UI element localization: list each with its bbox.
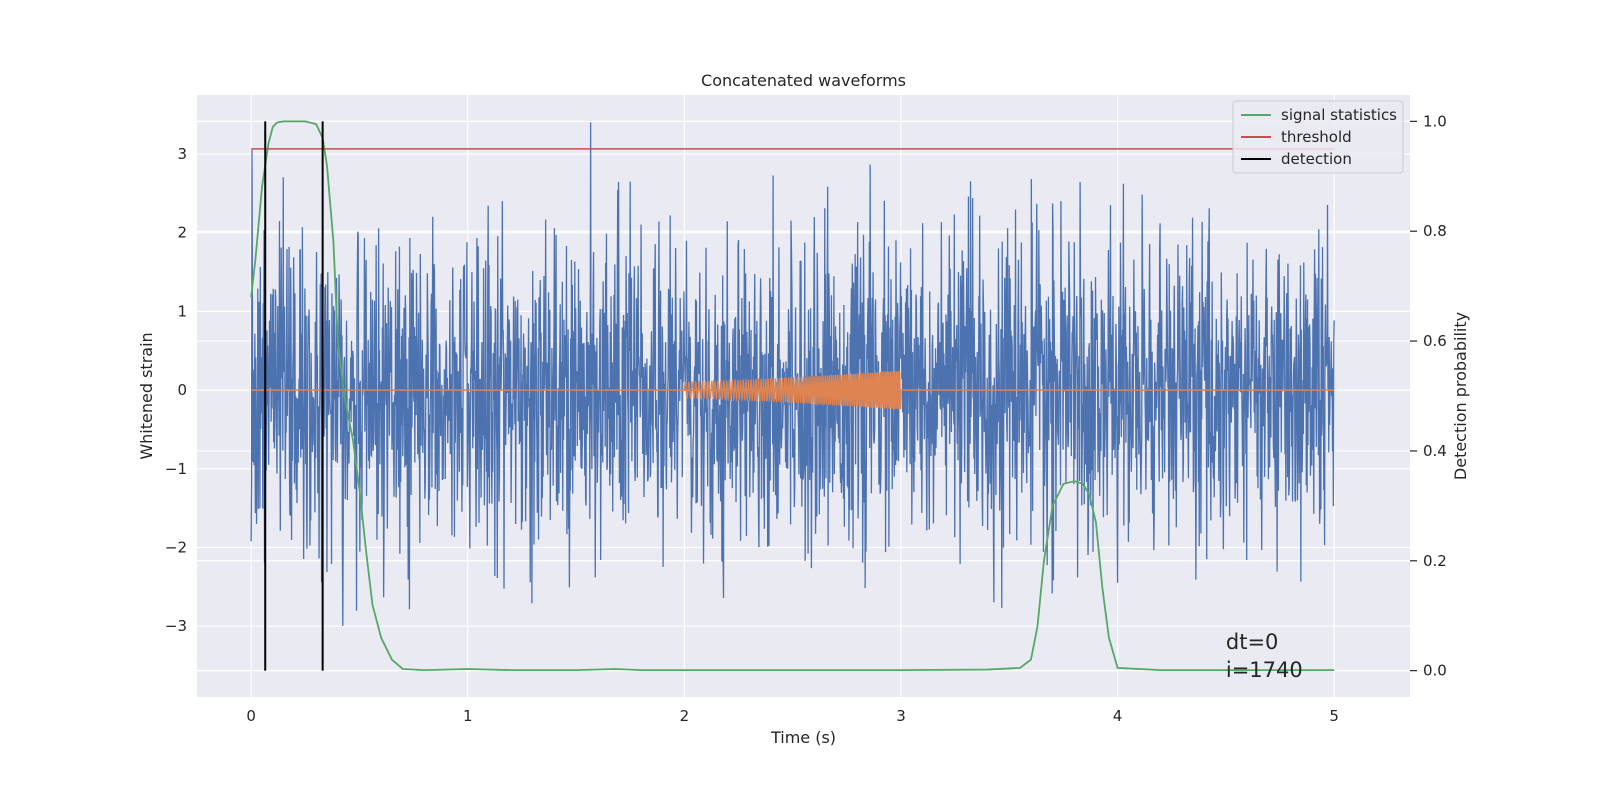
legend: signal statistics threshold detection [1232, 100, 1404, 174]
annotation-index: i=1740 [1226, 658, 1303, 682]
y-tick-label: 2 [177, 224, 187, 242]
y2-axis-label: Detection probability [1451, 312, 1470, 480]
legend-label: threshold [1281, 128, 1352, 146]
y2-axis-ticks: 0.0 0.2 0.4 0.6 0.8 1.0 [1410, 112, 1447, 680]
y2-tick-label: 0.2 [1423, 552, 1447, 570]
y-tick-label: −1 [165, 460, 187, 478]
series-detection-lines [264, 121, 324, 671]
y2-tick-label: 0.0 [1423, 662, 1447, 680]
plot-area [250, 120, 1335, 671]
y2-tick-label: 0.6 [1423, 332, 1447, 350]
y-tick-label: 0 [177, 381, 187, 399]
legend-label: detection [1281, 150, 1352, 168]
y-tick-label: 3 [177, 145, 187, 163]
x-axis-label: Time (s) [770, 728, 836, 747]
x-tick-label: 4 [1113, 707, 1123, 725]
y2-tick-label: 0.8 [1423, 222, 1447, 240]
x-tick-label: 3 [896, 707, 906, 725]
y-tick-label: −2 [165, 538, 187, 556]
y2-tick-label: 1.0 [1423, 112, 1447, 130]
y-tick-label: −3 [165, 617, 187, 635]
series-injection-chirp [683, 370, 902, 411]
x-axis-ticks: 0 1 2 3 4 5 [246, 707, 1339, 725]
y-axis-label: Whitened strain [137, 332, 156, 459]
x-tick-label: 2 [680, 707, 690, 725]
y-axis-ticks: −3 −2 −1 0 1 2 3 [165, 145, 187, 635]
series-signal-statistics-line [250, 120, 1335, 671]
legend-box [1232, 100, 1404, 174]
legend-entries: signal statistics threshold detection [1241, 106, 1397, 168]
x-tick-label: 5 [1329, 707, 1339, 725]
y2-tick-label: 0.4 [1423, 442, 1447, 460]
annotation-dt: dt=0 [1226, 630, 1279, 654]
chart-title: Concatenated waveforms [701, 71, 906, 90]
legend-label: signal statistics [1281, 106, 1397, 124]
x-tick-label: 1 [463, 707, 473, 725]
y-tick-label: 1 [177, 302, 187, 320]
series-noise-line [250, 122, 1335, 626]
x-tick-label: 0 [246, 707, 256, 725]
